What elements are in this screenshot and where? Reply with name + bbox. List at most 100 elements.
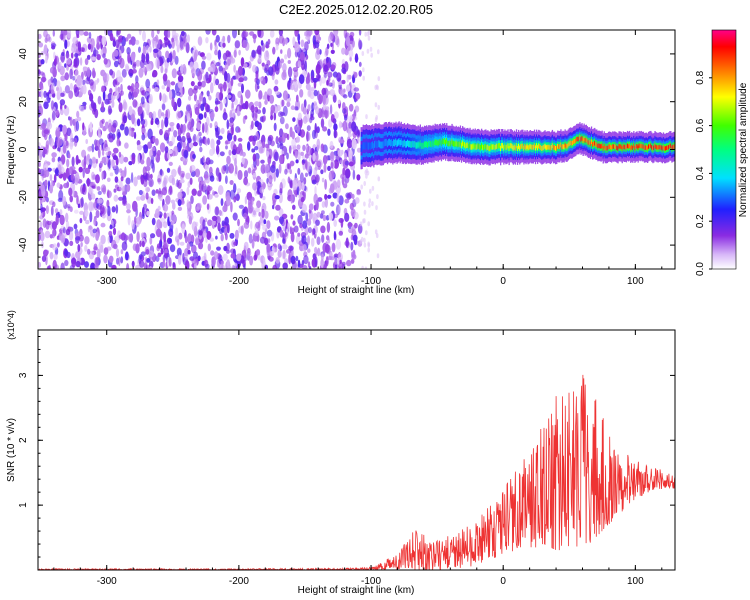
- heatmap-cell: [552, 145, 555, 151]
- heatmap-cell: [40, 212, 43, 218]
- heatmap-cell: [59, 214, 65, 226]
- heatmap-cell: [64, 104, 67, 109]
- heatmap-cell: [368, 202, 371, 208]
- heatmap-cell: [72, 36, 78, 45]
- heatmap-cell: [636, 144, 638, 149]
- heatmap-cell: [139, 240, 142, 247]
- heatmap-cell: [192, 141, 198, 147]
- heatmap-cell: [128, 161, 133, 166]
- heatmap-cell: [316, 247, 321, 257]
- heatmap-cell: [467, 142, 469, 148]
- heatmap-cell: [91, 156, 96, 164]
- heatmap-cell: [139, 253, 143, 260]
- heatmap-cell: [505, 145, 507, 151]
- heatmap-cell: [182, 252, 185, 262]
- heatmap-cell: [368, 142, 371, 150]
- heatmap-cell: [371, 142, 373, 149]
- heatmap-cell: [130, 114, 136, 123]
- heatmap-cell: [527, 145, 529, 151]
- heatmap-cell: [69, 68, 73, 80]
- heatmap-cell: [69, 195, 73, 203]
- heatmap-cell: [444, 138, 446, 144]
- heatmap-cell: [466, 142, 468, 149]
- snr-y-axis: 321: [18, 335, 675, 571]
- heatmap-cell: [507, 143, 509, 149]
- heatmap-cell: [271, 246, 275, 254]
- heatmap-cell: [325, 243, 330, 254]
- heatmap-cell: [109, 224, 113, 230]
- heatmap-cell: [248, 233, 253, 244]
- heatmap-cell: [78, 166, 83, 173]
- heatmap-cell: [71, 156, 75, 167]
- colorbar-tick-label: 0.4: [695, 166, 706, 180]
- heatmap-cell: [85, 139, 88, 144]
- heatmap-cell: [330, 201, 335, 207]
- heatmap-cell: [101, 149, 105, 156]
- heatmap-cell: [90, 181, 96, 187]
- heatmap-cell: [516, 145, 519, 151]
- heatmap-cell: [215, 126, 221, 136]
- heatmap-cell: [325, 215, 330, 221]
- heatmap-cell: [182, 140, 186, 149]
- heatmap-cell: [142, 152, 145, 161]
- heatmap-cell: [142, 65, 147, 73]
- heatmap-cell: [337, 252, 343, 262]
- heatmap-cell: [136, 231, 140, 243]
- heatmap-cell: [150, 197, 154, 205]
- heatmap-cell: [306, 145, 312, 156]
- heatmap-cell: [438, 139, 440, 146]
- heatmap-cell: [112, 227, 117, 236]
- heatmap-cell: [168, 211, 173, 223]
- heatmap-cell: [327, 128, 331, 136]
- heatmap-cell: [277, 243, 281, 250]
- heatmap-cell: [585, 137, 587, 143]
- heatmap-cell: [298, 74, 305, 85]
- heatmap-cell: [450, 140, 452, 147]
- heatmap-cell: [463, 141, 465, 148]
- heatmap-cell: [632, 145, 634, 151]
- heatmap-cell: [247, 167, 252, 174]
- heatmap-cell: [251, 238, 255, 249]
- heatmap-cell: [141, 52, 146, 63]
- heatmap-cell: [671, 145, 673, 150]
- heatmap-cell: [41, 85, 44, 90]
- heatmap-cell: [278, 111, 284, 118]
- heatmap-cell: [640, 143, 642, 148]
- heatmap-cell: [147, 141, 153, 149]
- heatmap-cell: [367, 221, 371, 227]
- heatmap-cell: [234, 108, 238, 114]
- heatmap-cell: [317, 197, 323, 202]
- heatmap-cell: [84, 209, 89, 217]
- heatmap-cell: [338, 230, 343, 236]
- heatmap-cell: [175, 235, 180, 243]
- heatmap-cell: [140, 232, 145, 239]
- heatmap-cell: [311, 228, 315, 236]
- heatmap-cell: [274, 151, 279, 162]
- heatmap-cell: [51, 228, 56, 239]
- heatmap-cell: [155, 208, 160, 219]
- heatmap-cell: [149, 266, 152, 269]
- heatmap-cell: [273, 171, 276, 182]
- heatmap-cell: [77, 203, 81, 209]
- heatmap-cell: [57, 147, 61, 152]
- heatmap-cell: [281, 132, 286, 144]
- heatmap-cell: [38, 233, 41, 242]
- heatmap-cell: [92, 228, 97, 234]
- heatmap-cell: [342, 94, 348, 99]
- heatmap-cell: [100, 222, 106, 228]
- heatmap-cell: [171, 150, 176, 157]
- heatmap-cell: [177, 254, 182, 265]
- heatmap-cell: [660, 145, 662, 150]
- heatmap-cell: [60, 234, 66, 244]
- heatmap-cell: [95, 158, 99, 164]
- heatmap-cell: [363, 181, 367, 186]
- heatmap-cell: [289, 180, 293, 188]
- heatmap-cell: [168, 149, 173, 154]
- heatmap-cell: [180, 64, 184, 74]
- heatmap-cell: [260, 40, 264, 46]
- heatmap-cell: [81, 149, 87, 158]
- heatmap-cell: [375, 140, 377, 148]
- heatmap-cell: [332, 192, 338, 199]
- heatmap-cell: [282, 238, 286, 244]
- heatmap-cell: [277, 142, 280, 149]
